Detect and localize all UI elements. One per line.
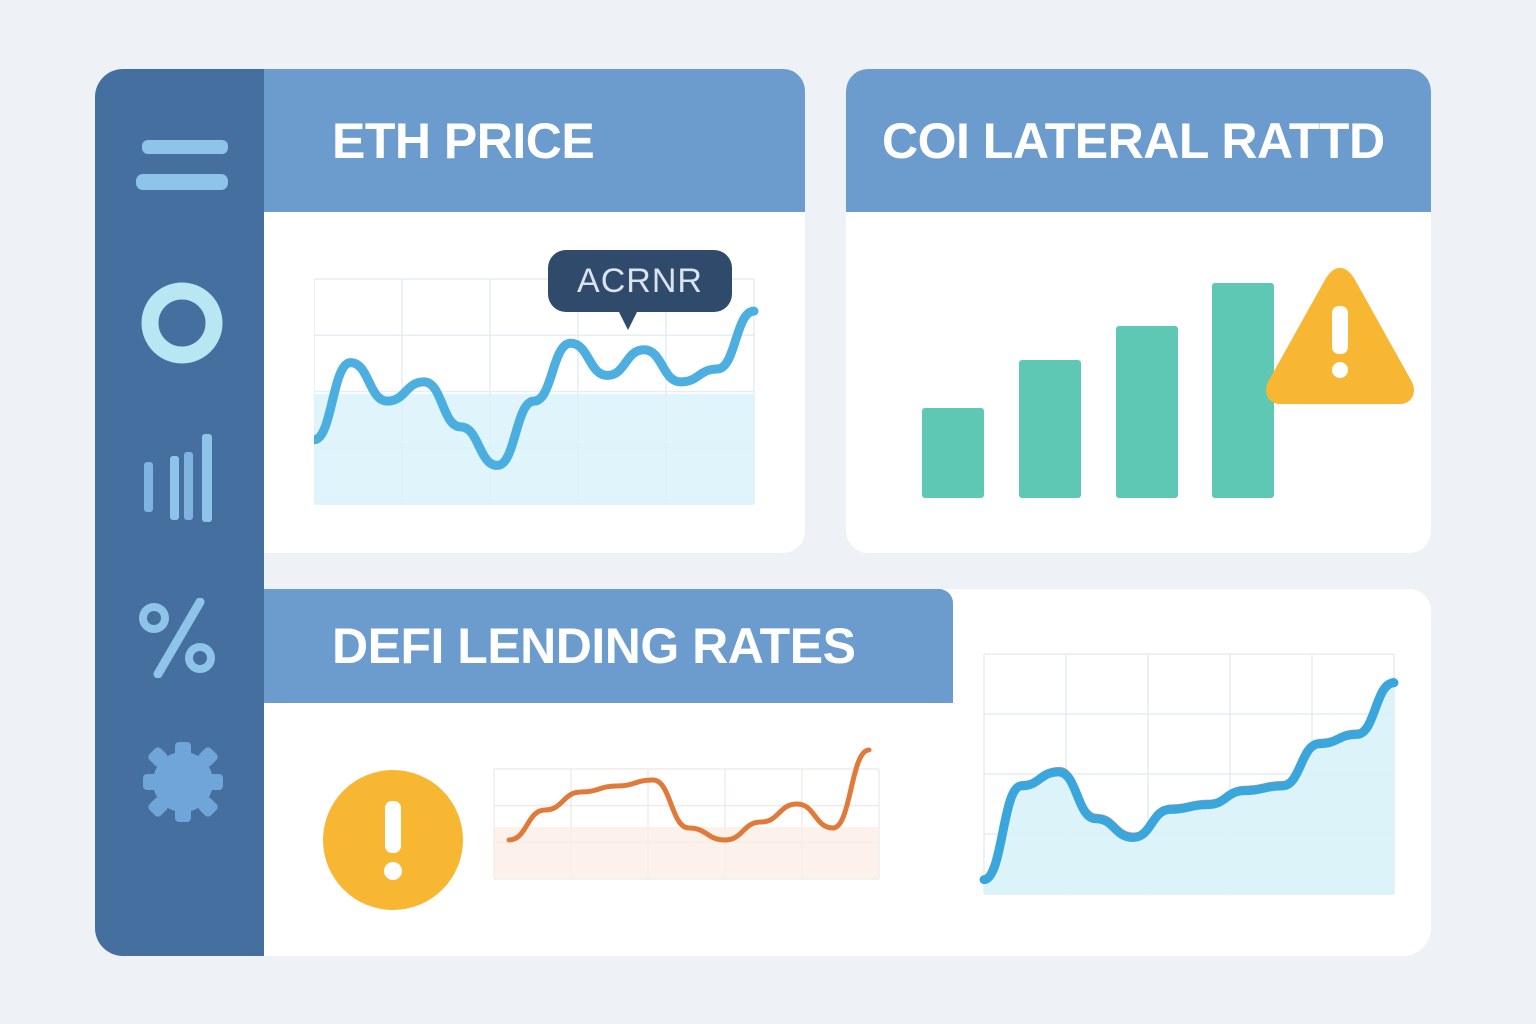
defi-rate-line-chart[interactable] <box>484 729 884 889</box>
eth-price-title: ETH PRICE <box>332 112 595 169</box>
eth-price-tooltip: ACRNR <box>548 250 732 330</box>
warning-circle-icon[interactable] <box>322 769 464 911</box>
collateral-bar-chart[interactable] <box>846 212 1431 553</box>
collateral-bar <box>1116 326 1178 498</box>
eth-price-chart[interactable] <box>314 239 805 539</box>
defi-lending-title: DEFI LENDING RATES <box>332 618 856 674</box>
area-band <box>494 827 879 879</box>
collateral-title: COI LATERAL RATTD <box>882 112 1385 169</box>
collateral-bar <box>1019 360 1081 498</box>
menu-icon[interactable] <box>136 138 230 194</box>
collateral-bar <box>1212 283 1274 498</box>
ring-icon[interactable] <box>140 281 224 365</box>
eth-price-header: ETH PRICE <box>264 69 805 212</box>
tooltip-text: ACRNR <box>577 261 703 300</box>
warning-triangle-icon[interactable] <box>1262 262 1418 410</box>
gear-icon[interactable] <box>141 740 225 824</box>
defi-rate-line <box>506 747 872 843</box>
defi-lending-header: DEFI LENDING RATES <box>264 589 953 703</box>
bar-chart-icon[interactable] <box>140 432 220 524</box>
defi-area-line <box>979 678 1399 885</box>
percent-icon[interactable] <box>138 598 222 678</box>
eth-price-card: ETH PRICE <box>264 69 805 553</box>
collateral-header: COI LATERAL RATTD <box>846 69 1431 212</box>
defi-lending-card: DEFI LENDING RATES <box>264 589 1431 956</box>
collateral-bar <box>922 408 984 498</box>
defi-rate-area-chart[interactable] <box>964 639 1404 919</box>
defi-area-fill <box>984 682 1394 894</box>
area-band <box>314 394 754 504</box>
